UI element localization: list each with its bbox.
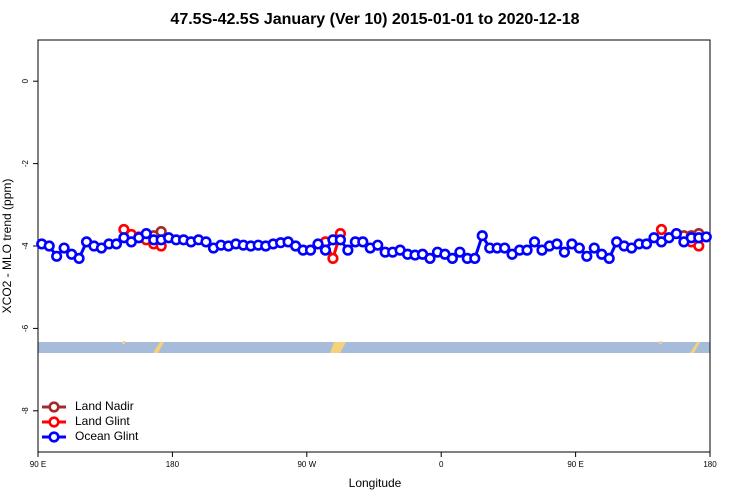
x-axis-label: Longitude [349, 476, 402, 490]
legend-marker [48, 401, 60, 413]
data-point [588, 242, 600, 254]
legend-label: Ocean Glint [75, 429, 139, 443]
data-point [200, 236, 212, 248]
data-point [528, 236, 541, 248]
data-point [499, 242, 511, 254]
data-point [573, 242, 585, 254]
y-tick-label: -6 [21, 324, 30, 332]
data-point [700, 231, 712, 243]
x-tick-label: 90 W [297, 460, 316, 469]
data-point [304, 244, 317, 256]
land-patch [659, 341, 662, 344]
y-axis-label: XCO2 - MLO trend (ppm) [0, 179, 14, 314]
data-point [319, 244, 332, 256]
land-patch [330, 342, 346, 353]
data-point [357, 236, 369, 248]
data-point [655, 223, 668, 236]
data-point [640, 238, 653, 250]
data-point [58, 242, 70, 254]
data-point [327, 252, 339, 264]
data-point [476, 230, 488, 242]
data-point [446, 252, 459, 264]
data-point [312, 238, 324, 250]
data-point [454, 246, 466, 258]
land-strip [38, 341, 710, 353]
data-point [334, 234, 347, 246]
data-point [424, 252, 436, 264]
chart-title: 47.5S-42.5S January (Ver 10) 2015-01-01 … [170, 11, 579, 28]
data-point [521, 244, 533, 256]
x-tick-label: 90 E [567, 460, 583, 469]
y-tick-label: -4 [21, 242, 30, 250]
data-point [43, 240, 55, 252]
legend-label: Land Glint [75, 414, 130, 428]
y-tick-label: 0 [21, 78, 30, 83]
data-point [551, 238, 563, 250]
data-point [581, 250, 593, 262]
data-point [670, 228, 683, 240]
x-tick-label: 0 [439, 460, 444, 469]
land-patch [122, 341, 125, 344]
y-tick-label: -2 [21, 159, 30, 167]
x-tick-label: 180 [166, 460, 180, 469]
series-line [146, 230, 700, 238]
ocean-strip [38, 342, 710, 353]
legend-marker [48, 416, 60, 428]
x-tick-label: 90 E [30, 460, 46, 469]
data-point [140, 228, 152, 240]
data-point [342, 244, 354, 256]
data-point [558, 246, 571, 258]
data-point [73, 252, 85, 264]
land-patch [690, 342, 700, 353]
x-tick-label: 180 [703, 460, 717, 469]
data-point [469, 252, 481, 264]
legend-marker [48, 431, 60, 443]
data-point [51, 250, 63, 262]
data-point [603, 252, 615, 264]
land-patch [153, 342, 164, 353]
data-point [372, 239, 384, 251]
data-point [110, 238, 122, 250]
y-tick-label: -8 [21, 407, 30, 415]
legend-label: Land Nadir [75, 399, 134, 413]
